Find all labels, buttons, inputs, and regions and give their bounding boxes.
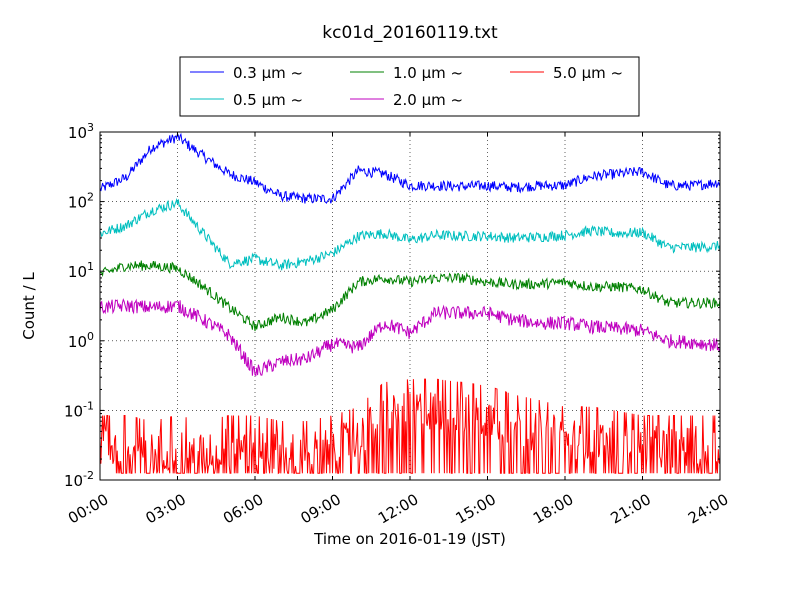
chart-title: kc01d_20160119.txt <box>322 23 498 43</box>
legend-label: 0.5 μm ~ <box>233 91 303 109</box>
legend-label: 0.3 μm ~ <box>233 64 303 82</box>
y-tick-exponent: 1 <box>87 260 94 273</box>
y-tick-exponent: 0 <box>87 330 94 343</box>
y-tick-label: 10-1 <box>64 399 94 420</box>
x-tick-label: 00:00 <box>65 490 111 527</box>
axis-ticks <box>99 131 721 481</box>
x-tick-label: 24:00 <box>685 490 731 527</box>
y-tick-label: 101 <box>68 260 94 281</box>
x-tick-labels: 00:00 03:00 06:00 09:00 12:00 15:00 18:00 21:00… <box>65 490 731 527</box>
series-line <box>99 298 721 377</box>
y-tick-exponent: -2 <box>83 469 94 482</box>
series-line <box>100 260 721 332</box>
x-tick-label: 15:00 <box>453 490 499 527</box>
series-line <box>99 378 721 475</box>
y-tick-base: 10 <box>68 263 87 281</box>
legend: 0.3 μm ~ 0.5 μm ~ 1.0 μm ~ 2.0 μm ~ 5.0 μm ~ <box>179 56 640 117</box>
y-tick-base: 10 <box>68 194 87 212</box>
series-line <box>99 132 721 204</box>
series-line <box>99 197 721 271</box>
y-tick-label: 102 <box>68 191 94 212</box>
x-tick-label: 12:00 <box>375 490 421 527</box>
legend-label: 2.0 μm ~ <box>393 91 463 109</box>
y-axis-label: Count / L <box>20 272 38 340</box>
y-tick-label: 10-2 <box>64 469 94 490</box>
y-tick-base: 10 <box>68 333 87 351</box>
y-tick-exponent: -1 <box>83 399 94 412</box>
x-tick-label: 21:00 <box>608 490 654 527</box>
x-tick-label: 09:00 <box>298 490 344 527</box>
legend-frame <box>179 56 640 117</box>
x-tick-label: 03:00 <box>143 490 189 527</box>
y-tick-exponent: 2 <box>87 191 94 204</box>
y-tick-exponent: 3 <box>87 121 94 134</box>
legend-label: 5.0 μm ~ <box>553 64 623 82</box>
x-axis-label: Time on 2016-01-19 (JST) <box>313 530 506 548</box>
grid <box>100 132 720 480</box>
y-tick-label: 100 <box>68 330 94 351</box>
y-tick-base: 10 <box>64 472 83 490</box>
x-tick-label: 18:00 <box>530 490 576 527</box>
x-tick-label: 06:00 <box>220 490 266 527</box>
legend-label: 1.0 μm ~ <box>393 64 463 82</box>
y-tick-base: 10 <box>64 402 83 420</box>
y-tick-label: 103 <box>68 121 94 142</box>
y-tick-base: 10 <box>68 124 87 142</box>
plot-lines <box>99 132 721 475</box>
